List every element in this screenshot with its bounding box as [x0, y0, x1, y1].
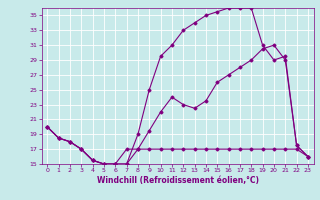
- X-axis label: Windchill (Refroidissement éolien,°C): Windchill (Refroidissement éolien,°C): [97, 176, 259, 185]
